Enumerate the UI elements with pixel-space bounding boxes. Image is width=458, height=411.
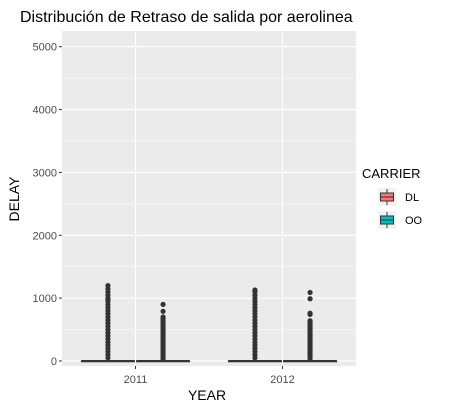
y-tick-label: 2000 bbox=[33, 230, 57, 242]
legend-label: OO bbox=[405, 215, 423, 227]
y-axis-title: DELAY bbox=[6, 176, 22, 222]
x-tick-label: 2012 bbox=[270, 374, 294, 386]
outlier-point bbox=[252, 355, 258, 361]
outlier-point bbox=[160, 356, 166, 362]
outlier-point bbox=[160, 301, 166, 308]
minor-gridlines bbox=[62, 77, 356, 330]
y-tick-label: 1000 bbox=[33, 293, 57, 305]
outlier-point bbox=[307, 355, 313, 362]
boxplot-series bbox=[80, 282, 338, 363]
chart-title: Distribución de Retraso de salida por ae… bbox=[20, 9, 353, 26]
box-dl-2011 bbox=[80, 282, 135, 363]
box-oo-2012 bbox=[283, 289, 338, 363]
legend: CARRIER DL OO bbox=[362, 166, 423, 229]
outlier-point bbox=[105, 355, 111, 361]
outlier-point bbox=[160, 308, 166, 314]
x-axis-ticks: 2011 2012 bbox=[124, 366, 295, 386]
y-axis-ticks: 0 1000 2000 3000 4000 5000 bbox=[33, 42, 62, 368]
y-tick-label: 0 bbox=[51, 356, 57, 368]
x-axis-title: YEAR bbox=[188, 387, 226, 403]
legend-title: CARRIER bbox=[362, 166, 421, 181]
outlier-point bbox=[307, 311, 313, 318]
legend-key-dl: DL bbox=[378, 188, 419, 206]
legend-key-oo: OO bbox=[378, 211, 423, 229]
y-tick-label: 4000 bbox=[33, 105, 57, 117]
outlier-point bbox=[307, 296, 313, 302]
major-gridlines bbox=[62, 31, 356, 366]
plot-panel bbox=[62, 31, 356, 366]
box-oo-2011 bbox=[136, 301, 191, 363]
box-dl-2012 bbox=[227, 287, 282, 363]
x-tick-label: 2011 bbox=[124, 374, 148, 386]
y-tick-label: 5000 bbox=[33, 42, 57, 54]
legend-label: DL bbox=[405, 192, 419, 204]
y-tick-label: 3000 bbox=[33, 167, 57, 179]
outlier-point bbox=[307, 289, 313, 296]
